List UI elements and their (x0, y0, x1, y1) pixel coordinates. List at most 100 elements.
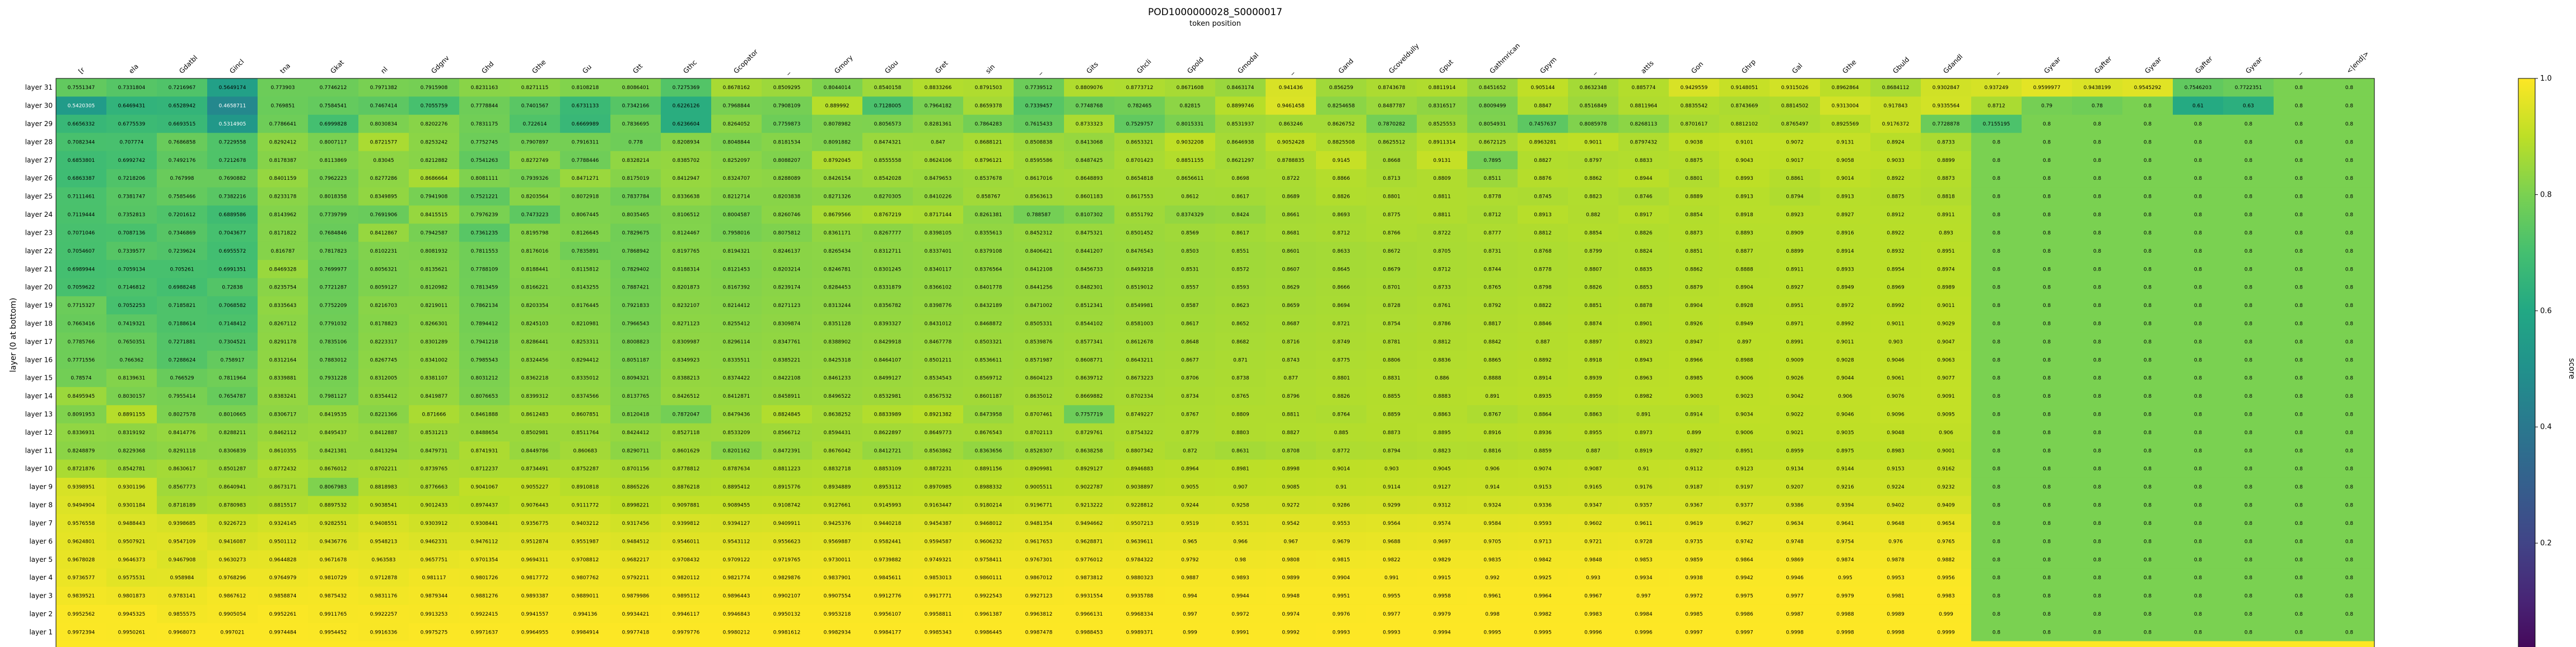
heatmap-cell-value: 0.9123 (1735, 467, 1753, 472)
heatmap-cell-value: 0.917843 (1884, 104, 1908, 109)
heatmap-cell-value: 0.9935788 (1126, 594, 1154, 599)
heatmap-cell (459, 278, 510, 297)
heatmap-cell-value: 0.9467908 (169, 557, 196, 563)
heatmap-cell-value: 0.8 (1992, 339, 2001, 345)
heatmap-cell-value: 0.7401567 (521, 104, 549, 109)
heatmap-cell-value: 0.8889 (1685, 194, 1703, 200)
heatmap-cell-value: 0.9028 (1836, 357, 1854, 363)
heatmap-cell (560, 260, 611, 278)
heatmap-cell-value: 0.8974437 (471, 503, 498, 509)
heatmap-cell-value: 0.9784322 (1126, 557, 1154, 563)
heatmap-cell-value: 0.9101 (1735, 139, 1753, 145)
heatmap-cell-value: 0.8601187 (975, 394, 1002, 399)
heatmap-cell-value: 0.7229558 (219, 139, 246, 145)
heatmap-cell-value: 0.9987478 (1025, 630, 1053, 635)
heatmap-cell (207, 78, 258, 97)
heatmap-cell-value: 0.966 (1233, 539, 1248, 544)
heatmap-cell (1669, 151, 1720, 170)
heatmap-cell-value: 0.8 (1992, 321, 2001, 327)
heatmap-cell-value: 0.9879986 (622, 594, 650, 599)
heatmap-cell (2122, 241, 2173, 260)
heatmap-cell-value: 0.9972 (1685, 594, 1703, 599)
heatmap-cell-value: 0.8410226 (925, 194, 952, 200)
heatmap-cell (1971, 278, 2022, 297)
heatmap-cell-value: 0.8 (2144, 267, 2152, 272)
heatmap-cell-value: 0.8291178 (269, 339, 297, 345)
heatmap-cell-value: 0.8271326 (824, 194, 851, 200)
heatmap-cell-value: 0.8911314 (1429, 139, 1456, 145)
heatmap-cell-value: 0.8312711 (874, 249, 902, 254)
heatmap-cell (610, 114, 661, 133)
heatmap-cell-value: 0.7835891 (572, 249, 599, 254)
heatmap-cell-value: 0.8669882 (1076, 394, 1103, 399)
heatmap-cell (1669, 114, 1720, 133)
heatmap-cell-value: 0.9216 (1836, 485, 1854, 490)
heatmap-cell (1165, 224, 1216, 243)
heatmap-cell-value: 0.8876218 (673, 485, 700, 490)
y-tick-label: layer 28 (25, 138, 53, 146)
heatmap-cell-value: 0.8694 (1332, 303, 1350, 309)
heatmap-cell-value: 0.8 (1992, 285, 2001, 291)
heatmap-cell-value: 0.9003 (1685, 394, 1703, 399)
heatmap-cell-value: 0.6992742 (118, 158, 146, 164)
heatmap-cell-value: 0.9922543 (975, 594, 1002, 599)
heatmap-cell-value: 0.8 (2295, 285, 2303, 291)
heatmap-cell-value: 0.9749321 (925, 557, 952, 563)
heatmap-cell-value: 0.8511764 (572, 430, 599, 436)
heatmap-cell-value: 0.9011 (1836, 339, 1854, 345)
heatmap-cell (610, 296, 661, 315)
heatmap-cell (2072, 260, 2123, 278)
heatmap-cell-value: 0.8290711 (622, 448, 650, 454)
heatmap-cell-value: 0.8797 (1584, 158, 1602, 164)
y-axis-label: layer (0 at bottom) (9, 297, 18, 372)
heatmap-cell-value: 0.8091882 (824, 139, 851, 145)
heatmap-cell-value: 0.8018358 (320, 194, 347, 200)
heatmap-cell-value: 0.9145 (1332, 158, 1350, 164)
heatmap-cell-value: 0.8959 (1584, 394, 1602, 399)
heatmap-cell-value: 0.885 (1334, 430, 1348, 436)
heatmap-cell-value: 0.8374566 (572, 394, 599, 399)
heatmap-cell (1921, 260, 1972, 278)
heatmap-cell-value: 0.8610355 (269, 448, 297, 454)
heatmap-cell-value: 0.9584 (1483, 521, 1501, 527)
heatmap-cell-value: 0.8646938 (1227, 139, 1254, 145)
heatmap-cell-value: 0.8 (1992, 194, 2001, 200)
heatmap-cell-value: 0.8681 (1282, 230, 1300, 236)
heatmap-cell (2274, 641, 2325, 647)
heatmap-cell-value: 0.8319192 (118, 430, 146, 436)
heatmap-cell (157, 114, 208, 133)
heatmap-cell-value: 0.8 (2144, 630, 2152, 635)
heatmap-cell-value: 0.8 (2093, 503, 2102, 509)
heatmap-cell-value: 0.8336931 (68, 430, 95, 436)
x-tick-label: Gyear (2042, 55, 2062, 75)
heatmap-cell-value: 0.7964182 (925, 104, 952, 109)
heatmap-cell-value: 0.8508838 (1025, 139, 1053, 145)
heatmap-cell (1971, 641, 2022, 647)
x-tick-label: Gon (1690, 60, 1705, 75)
heatmap-cell-value: 0.8712 (1433, 267, 1451, 272)
x-tick-label: Gret (934, 59, 950, 76)
heatmap-cell (1366, 133, 1417, 152)
heatmap-cell-value: 0.8682 (1231, 339, 1249, 345)
heatmap-cell (1014, 241, 1065, 260)
heatmap-cell-value: 0.8406421 (1025, 249, 1053, 254)
heatmap-cell-value: 0.9993 (1383, 630, 1401, 635)
heatmap-cell-value: 0.8549981 (1126, 303, 1154, 309)
heatmap-cell-value: 0.8 (2295, 339, 2303, 345)
heatmap-cell (207, 114, 258, 133)
heatmap-cell-value: 0.8252097 (723, 158, 750, 164)
heatmap-cell-value: 0.9324145 (269, 521, 297, 527)
heatmap-cell (610, 151, 661, 170)
heatmap-cell-value: 0.8623 (1231, 303, 1249, 309)
heatmap-cell-value: 0.7419321 (118, 321, 146, 327)
heatmap-cell-value: 0.8461888 (471, 412, 498, 418)
heatmap-cell (409, 205, 460, 224)
heatmap-cell (1618, 96, 1669, 115)
heatmap-cell (1719, 260, 1770, 278)
heatmap-cell (862, 151, 913, 170)
heatmap-cell-value: 0.8 (2194, 122, 2202, 127)
heatmap-cell (1014, 296, 1065, 315)
heatmap-cell-value: 0.7584541 (320, 104, 347, 109)
heatmap-cell-value: 0.8 (2144, 303, 2152, 309)
heatmap-cell-value: 0.8015331 (1177, 122, 1204, 127)
